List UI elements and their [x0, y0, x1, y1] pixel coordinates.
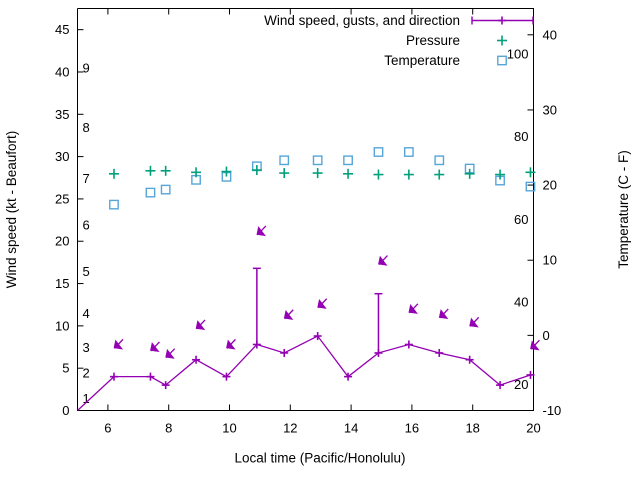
- legend-label-pressure: Pressure: [406, 33, 460, 48]
- beaufort-label: 7: [83, 171, 90, 186]
- wind-direction-arrow: [113, 338, 124, 350]
- y-axis-title: Wind speed (kt - Beaufort): [4, 131, 19, 289]
- beaufort-label: 3: [83, 340, 90, 355]
- temperature-point: [434, 155, 445, 166]
- x-tick-label: 6: [104, 421, 111, 436]
- temperature-point: [279, 155, 290, 166]
- arrow-head: [165, 348, 175, 359]
- wind-direction-arrow: [226, 338, 236, 350]
- legend-marker-temperature: [497, 55, 507, 66]
- arrow-head: [195, 320, 206, 331]
- x-tick-label: 18: [465, 421, 479, 436]
- arrow-head: [530, 340, 540, 351]
- y-tick-label-left: 30: [55, 149, 69, 164]
- x-tick-label: 10: [222, 421, 236, 436]
- temperature-point: [160, 184, 171, 195]
- arrow-head: [378, 255, 388, 266]
- beaufort-label: 1: [83, 391, 90, 406]
- wind-speed-line: [77, 335, 531, 411]
- y-tick-label-left: 40: [55, 64, 69, 79]
- x-tick-label: 8: [165, 421, 172, 436]
- arrow-head: [438, 309, 449, 320]
- temperature-point: [525, 181, 536, 192]
- y-tick-label-left: 45: [55, 22, 69, 37]
- y-tick-label-left: 20: [55, 234, 69, 249]
- x-tick-label: 20: [526, 421, 540, 436]
- wind-direction-arrow: [150, 341, 160, 353]
- wind-direction-arrow: [530, 339, 540, 351]
- temperature-point: [145, 187, 156, 198]
- beaufort-label: 4: [83, 306, 90, 321]
- y-tick-label-left: 5: [62, 361, 69, 376]
- wind-direction-arrows: [113, 225, 540, 359]
- temperature-point: [312, 155, 323, 166]
- fahrenheit-scale-labels: 20 40 60 80 100: [507, 47, 529, 393]
- x-tick-label: 16: [405, 421, 419, 436]
- arrow-head: [469, 317, 479, 328]
- temperature-point: [403, 147, 414, 157]
- y-tick-label-right: 20: [543, 178, 557, 193]
- fahrenheit-label: 20: [514, 377, 528, 392]
- beaufort-label: 5: [83, 264, 90, 279]
- temperature-point: [373, 147, 384, 157]
- x-tick-label: 14: [344, 421, 358, 436]
- y2-axis-title: Temperature (C - F): [616, 150, 631, 269]
- wind-direction-arrow: [378, 255, 388, 266]
- wind-direction-arrow: [165, 348, 176, 359]
- legend-label-wind: Wind speed, gusts, and direction: [264, 13, 460, 28]
- y-tick-label-left: 15: [55, 276, 69, 291]
- arrow-head: [317, 298, 327, 309]
- fahrenheit-label: 40: [514, 295, 528, 310]
- y-tick-label-left: 0: [62, 403, 69, 418]
- wind-direction-arrow: [283, 309, 294, 320]
- arrow-head: [226, 339, 236, 350]
- series-wind: [77, 267, 535, 411]
- arrow-head: [256, 226, 266, 237]
- x-axis-title: Local time (Pacific/Honolulu): [234, 451, 405, 466]
- beaufort-scale-labels: 1 2 3 4 5 6 7 8 9: [83, 61, 90, 406]
- wind-direction-arrow: [438, 308, 449, 320]
- y-tick-label-right: 30: [543, 102, 557, 117]
- y-tick-label-left: 10: [55, 318, 69, 333]
- legend: Wind speed, gusts, and direction Pressure…: [264, 13, 534, 68]
- y-tick-label-right: 10: [543, 253, 557, 268]
- temperature-point: [109, 199, 119, 210]
- beaufort-label: 9: [83, 61, 90, 76]
- y-tick-label-right: -10: [543, 403, 562, 418]
- beaufort-label: 6: [83, 217, 90, 232]
- series-temperature: [109, 147, 536, 210]
- wind-direction-arrow: [317, 298, 328, 309]
- y-tick-label-right: 40: [543, 27, 557, 42]
- arrow-head: [283, 309, 294, 320]
- wind-direction-arrow: [408, 303, 419, 314]
- wind-direction-arrow: [195, 319, 206, 331]
- y-tick-label-left: 25: [55, 191, 69, 206]
- y-axis-left: 0 5 10 15 20 25 30 35 40 45: [55, 22, 84, 418]
- wind-direction-arrow: [256, 225, 267, 237]
- x-axis: 6 8 10 12 14 16 18 20: [104, 8, 541, 436]
- wind-direction-arrow: [469, 316, 480, 328]
- beaufort-label: 2: [83, 365, 90, 380]
- arrow-head: [113, 339, 124, 350]
- beaufort-label: 8: [83, 120, 90, 135]
- temperature-point: [343, 155, 353, 166]
- arrow-head: [408, 304, 418, 314]
- legend-label-temperature: Temperature: [384, 53, 460, 68]
- arrow-head: [150, 342, 160, 353]
- fahrenheit-label: 60: [514, 212, 528, 227]
- fahrenheit-label: 100: [507, 47, 529, 62]
- y-tick-label-left: 35: [55, 107, 69, 122]
- x-tick-label: 12: [283, 421, 297, 436]
- y-axis-right: -10 0 10 20 30 40: [527, 27, 562, 418]
- y-tick-label-right: 0: [543, 328, 550, 343]
- fahrenheit-label: 80: [514, 129, 528, 144]
- series-pressure: [108, 165, 536, 180]
